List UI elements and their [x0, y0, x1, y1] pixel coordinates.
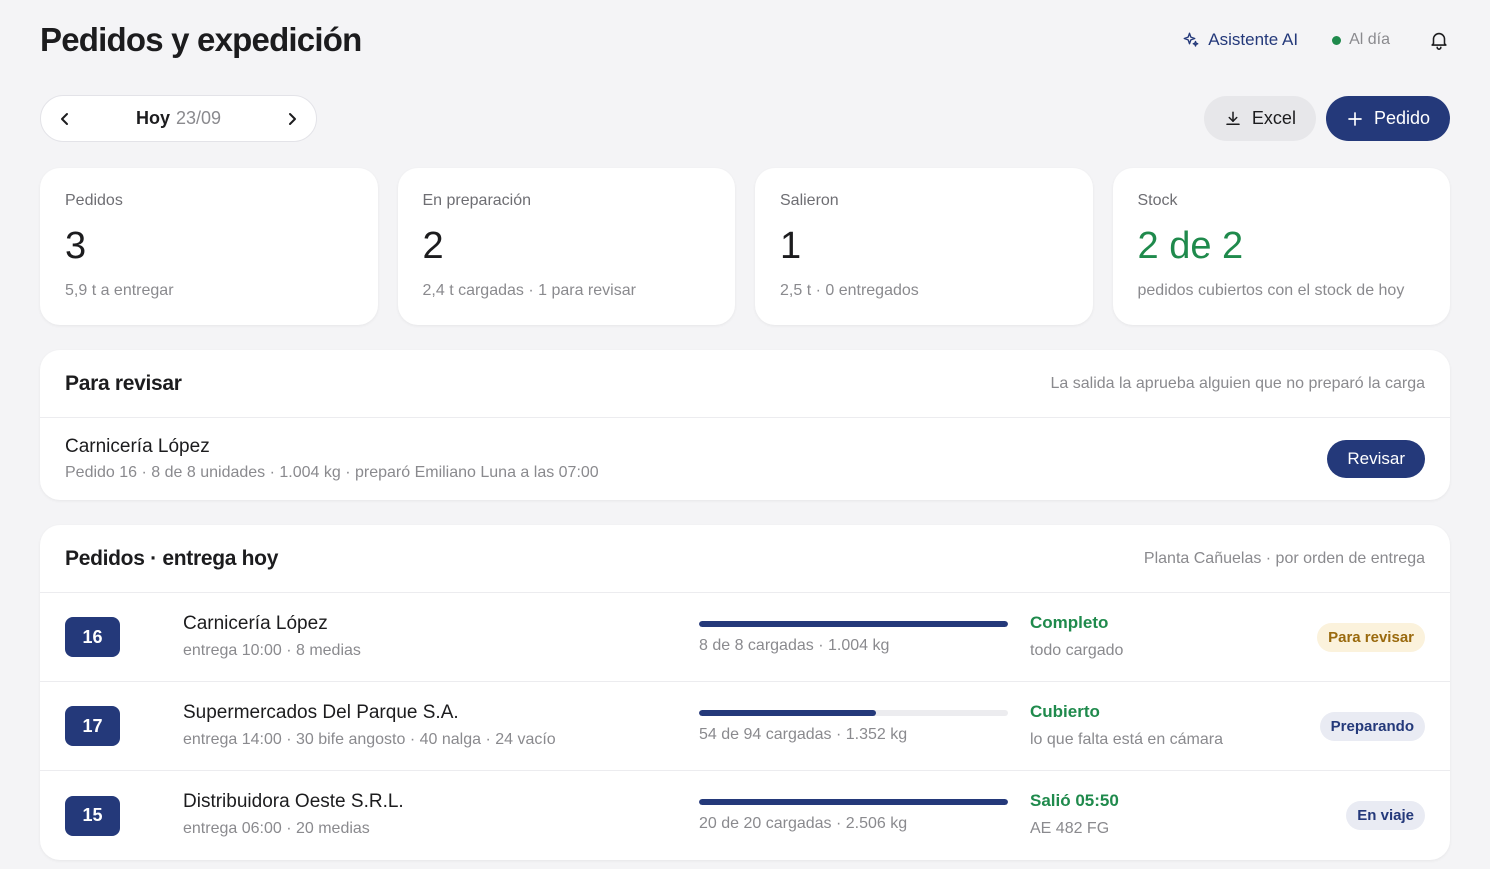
status-badge: Para revisar: [1317, 623, 1425, 652]
order-meta: entrega 10:00 · 8 medias: [183, 642, 361, 659]
progress-bar-fill: [699, 710, 877, 716]
new-order-label: Pedido: [1373, 108, 1430, 128]
kpi-label: Stock: [1137, 192, 1178, 209]
progress-text: 20 de 20 cargadas · 2.506 kg: [699, 815, 908, 832]
kpi-card-orders: Pedidos 3 5,9 t a entregar: [40, 168, 378, 325]
order-number: 16: [65, 617, 120, 657]
order-customer: Supermercados Del Parque S.A.: [183, 702, 459, 723]
sync-status-label: Al día: [1349, 31, 1390, 48]
order-status-subtext: AE 482 FG: [1030, 820, 1110, 837]
order-info: Supermercados Del Parque S.A. entrega 14…: [183, 702, 556, 749]
progress-bar: [699, 621, 1008, 627]
current-date: Hoy 23/09: [136, 108, 221, 129]
order-meta: entrega 06:00 · 20 medias: [183, 820, 370, 837]
review-panel-header: Para revisar La salida la aprueba alguie…: [40, 350, 1450, 418]
kpi-row: Pedidos 3 5,9 t a entregar En preparació…: [40, 168, 1450, 325]
order-progress: 54 de 94 cargadas · 1.352 kg: [699, 710, 1008, 744]
date-value: 23/09: [175, 108, 222, 128]
order-row[interactable]: 17 Supermercados Del Parque S.A. entrega…: [40, 682, 1450, 771]
order-status-title: Cubierto: [1030, 702, 1100, 721]
order-progress: 8 de 8 cargadas · 1.004 kg: [699, 621, 1008, 655]
orders-panel-note: Planta Cañuelas · por orden de entrega: [1143, 549, 1425, 567]
header-actions: Asistente AI Al día: [1182, 29, 1450, 51]
order-customer: Carnicería López: [183, 613, 328, 634]
kpi-value: 2 de 2: [1137, 225, 1244, 267]
orders-panel-title: Pedidos · entrega hoy: [65, 546, 279, 570]
order-progress: 20 de 20 cargadas · 2.506 kg: [699, 799, 1008, 833]
progress-text: 54 de 94 cargadas · 1.352 kg: [699, 726, 908, 743]
bell-icon[interactable]: [1428, 29, 1450, 51]
orders-panel-header: Pedidos · entrega hoy Planta Cañuelas · …: [40, 525, 1450, 593]
kpi-label: En preparación: [422, 192, 532, 209]
sparkle-icon: [1183, 32, 1199, 47]
order-row[interactable]: 16 Carnicería López entrega 10:00 · 8 me…: [40, 593, 1450, 682]
date-navigator: Hoy 23/09: [40, 95, 317, 142]
status-dot-icon: [1332, 35, 1342, 45]
sync-status: Al día: [1332, 31, 1390, 49]
excel-label: Excel: [1251, 108, 1296, 128]
order-status-title: Completo: [1030, 613, 1109, 632]
kpi-label: Pedidos: [65, 192, 123, 209]
progress-bar-fill: [699, 621, 1008, 627]
order-status: Completo todo cargado: [1030, 613, 1123, 660]
review-panel-note: La salida la aprueba alguien que no prep…: [1050, 374, 1426, 392]
download-icon: [1226, 111, 1240, 125]
kpi-subtext: 2,5 t · 0 entregados: [780, 281, 919, 299]
kpi-card-in-preparation: En preparación 2 2,4 t cargadas · 1 para…: [397, 168, 735, 325]
new-order-button[interactable]: Pedido: [1325, 96, 1450, 141]
order-number: 15: [65, 795, 120, 836]
ai-assistant-label: Asistente AI: [1208, 30, 1299, 49]
kpi-label: Salieron: [780, 192, 839, 209]
status-badge: Preparando: [1319, 712, 1425, 741]
today-label: Hoy: [135, 108, 170, 128]
review-item-meta: Pedido 16 · 8 de 8 unidades · 1.004 kg ·…: [65, 464, 599, 481]
plus-icon: [1348, 111, 1362, 126]
order-info: Distribuidora Oeste S.R.L. entrega 06:00…: [183, 791, 404, 838]
order-status-title: Salió 05:50: [1030, 791, 1119, 810]
order-status-subtext: todo cargado: [1030, 642, 1124, 659]
order-info: Carnicería López entrega 10:00 · 8 media…: [183, 613, 361, 660]
kpi-subtext: 2,4 t cargadas · 1 para revisar: [422, 281, 636, 299]
review-item: Carnicería López Pedido 16 · 8 de 8 unid…: [40, 418, 1450, 500]
order-status-subtext: lo que falta está en cámara: [1030, 731, 1224, 748]
progress-text: 8 de 8 cargadas · 1.004 kg: [699, 637, 890, 654]
page-header: Pedidos y expedición Asistente AI Al día: [40, 18, 1450, 62]
orders-panel: Pedidos · entrega hoy Planta Cañuelas · …: [40, 525, 1450, 860]
toolbar-actions: Excel Pedido: [1203, 96, 1450, 141]
progress-bar-fill: [699, 799, 1008, 805]
kpi-value: 3: [65, 225, 87, 267]
kpi-value: 2: [422, 225, 444, 267]
order-meta: entrega 14:00 · 30 bife angosto · 40 nal…: [183, 731, 556, 748]
progress-bar: [699, 799, 1008, 805]
review-panel: Para revisar La salida la aprueba alguie…: [40, 350, 1450, 500]
kpi-subtext: 5,9 t a entregar: [65, 281, 174, 299]
order-status: Cubierto lo que falta está en cámara: [1030, 702, 1223, 749]
ai-assistant-button[interactable]: Asistente AI: [1182, 30, 1298, 50]
previous-day-button[interactable]: [53, 107, 77, 131]
status-badge: En viaje: [1346, 801, 1425, 830]
next-day-button[interactable]: [280, 107, 304, 131]
progress-bar: [699, 710, 1008, 716]
chevron-right-icon: [289, 112, 296, 125]
review-item-info: Carnicería López Pedido 16 · 8 de 8 unid…: [65, 436, 599, 482]
kpi-value: 1: [780, 225, 802, 267]
chevron-left-icon: [61, 112, 68, 125]
kpi-card-departed: Salieron 1 2,5 t · 0 entregados: [755, 168, 1093, 325]
kpi-card-stock: Stock 2 de 2 pedidos cubiertos con el st…: [1112, 168, 1450, 325]
page-title: Pedidos y expedición: [40, 21, 362, 58]
review-panel-title: Para revisar: [65, 371, 182, 395]
order-row[interactable]: 15 Distribuidora Oeste S.R.L. entrega 06…: [40, 771, 1450, 860]
review-item-name: Carnicería López: [65, 436, 210, 457]
order-number: 17: [65, 706, 120, 746]
review-button[interactable]: Revisar: [1327, 440, 1425, 478]
kpi-subtext: pedidos cubiertos con el stock de hoy: [1137, 281, 1405, 299]
export-excel-button[interactable]: Excel: [1203, 96, 1316, 141]
order-customer: Distribuidora Oeste S.R.L.: [183, 791, 404, 812]
order-status: Salió 05:50 AE 482 FG: [1030, 791, 1119, 838]
